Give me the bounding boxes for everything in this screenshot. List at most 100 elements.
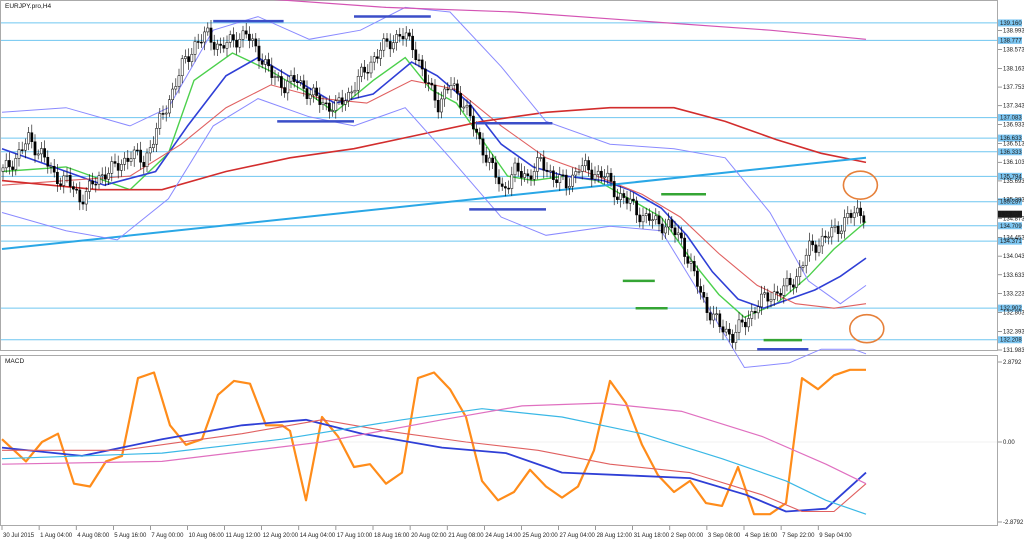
highlight-circle bbox=[842, 170, 879, 200]
macd-panel[interactable] bbox=[0, 355, 998, 526]
macd-lines bbox=[1, 368, 867, 516]
candle-body bbox=[632, 198, 635, 202]
candle-body bbox=[862, 215, 866, 223]
candle-body bbox=[638, 214, 642, 223]
candle-body bbox=[651, 219, 654, 222]
candle-body bbox=[712, 313, 715, 321]
macd-tick-label: 2.8792 bbox=[1003, 360, 1022, 366]
horizontal-levels: 139.160 138.777 137.083 136.633 136.333 135.7… bbox=[1, 19, 1022, 344]
candle-body bbox=[24, 143, 27, 151]
candle-body bbox=[267, 59, 270, 67]
price-tag-box bbox=[998, 172, 1022, 180]
candle-body bbox=[468, 104, 472, 117]
candle-body bbox=[568, 186, 571, 189]
price-tick-label: 134.873 bbox=[1003, 216, 1024, 222]
candle-body bbox=[200, 41, 203, 44]
price-tick-label: 136.513 bbox=[1003, 142, 1024, 148]
macd-title: MACD bbox=[5, 358, 24, 365]
price-tick-label: 134.453 bbox=[1003, 235, 1024, 241]
candle-body bbox=[308, 94, 312, 99]
candle-body bbox=[43, 148, 46, 158]
candle-body bbox=[225, 42, 229, 49]
candle-body bbox=[792, 284, 795, 288]
support-resistance-marks bbox=[213, 15, 885, 351]
candle-body bbox=[331, 110, 334, 112]
candle-body bbox=[65, 175, 69, 177]
candle-body bbox=[436, 99, 440, 113]
candle-body bbox=[843, 217, 846, 232]
candle-body bbox=[11, 166, 14, 170]
candle-body bbox=[484, 154, 488, 163]
price-tag-box bbox=[998, 148, 1022, 156]
candle-body bbox=[84, 191, 88, 205]
price-tick-label: 135.693 bbox=[1003, 179, 1024, 185]
candle-body bbox=[840, 230, 843, 234]
candle-body bbox=[798, 267, 802, 277]
candle-body bbox=[593, 174, 597, 180]
candle-body bbox=[433, 84, 437, 101]
candle-body bbox=[254, 38, 258, 47]
candle-body bbox=[708, 312, 712, 321]
candle-body bbox=[424, 68, 427, 83]
candle-body bbox=[856, 207, 859, 214]
time-tick-label: 20 Aug 02:00 bbox=[411, 533, 447, 539]
candle-body bbox=[545, 169, 549, 172]
price-tag-label: 134.963 bbox=[1000, 212, 1022, 218]
candle-body bbox=[833, 225, 837, 228]
candle-body bbox=[507, 187, 510, 190]
candle-body bbox=[644, 213, 648, 216]
candle-body bbox=[846, 212, 850, 218]
candle-body bbox=[241, 30, 245, 40]
candle-body bbox=[273, 76, 277, 78]
candle-body bbox=[776, 291, 779, 294]
candle-body bbox=[769, 299, 773, 302]
price-tag-label: 135.794 bbox=[1000, 174, 1022, 180]
price-tag-box bbox=[998, 19, 1022, 27]
candle-body bbox=[523, 173, 526, 178]
candle-body bbox=[81, 201, 85, 205]
price-tag-label: 134.709 bbox=[1000, 224, 1022, 230]
candle-body bbox=[728, 328, 731, 335]
ema-mid-line bbox=[1, 56, 867, 310]
candle-body bbox=[580, 165, 584, 172]
time-tick-label: 7 Sep 22:00 bbox=[782, 533, 815, 539]
candle-body bbox=[782, 285, 786, 296]
candle-body bbox=[145, 152, 149, 167]
candle-body bbox=[532, 171, 536, 180]
candle-body bbox=[251, 38, 254, 41]
macd-signal-line bbox=[1, 418, 867, 513]
price-tag-box bbox=[998, 304, 1022, 312]
price-tag-box bbox=[998, 222, 1022, 230]
magenta-trend-line bbox=[273, 0, 867, 40]
candle-body bbox=[369, 61, 373, 74]
time-tick-label: 25 Aug 20:00 bbox=[522, 533, 558, 539]
candle-body bbox=[577, 171, 581, 173]
candle-body bbox=[62, 175, 66, 186]
candle-body bbox=[126, 157, 130, 162]
candle-body bbox=[456, 83, 459, 94]
candlesticks bbox=[1, 19, 866, 350]
candle-body bbox=[788, 277, 792, 286]
time-axis: 30 Jul 2015 1 Aug 04:00 4 Aug 08:00 5 Aug 1… bbox=[1, 526, 852, 539]
time-tick-label: 30 Jul 2015 bbox=[3, 533, 35, 539]
candle-body bbox=[721, 326, 725, 333]
trend-line bbox=[1, 156, 867, 250]
candle-body bbox=[648, 213, 651, 221]
candle-body bbox=[68, 175, 72, 187]
macd-red-line bbox=[2, 419, 867, 513]
candle-body bbox=[120, 164, 123, 171]
candle-body bbox=[756, 306, 760, 314]
candle-body bbox=[536, 157, 539, 172]
candle-body bbox=[705, 297, 709, 313]
candle-body bbox=[548, 170, 552, 173]
candle-body bbox=[488, 157, 491, 163]
candle-body bbox=[334, 100, 338, 111]
price-tag-label: 136.333 bbox=[1000, 150, 1022, 156]
candle-body bbox=[270, 65, 274, 78]
candle-body bbox=[574, 171, 578, 176]
candle-body bbox=[539, 157, 542, 159]
candle-body bbox=[763, 292, 766, 295]
candle-body bbox=[27, 132, 30, 145]
price-tag-label: 138.777 bbox=[1000, 38, 1022, 44]
candle-body bbox=[360, 66, 363, 77]
